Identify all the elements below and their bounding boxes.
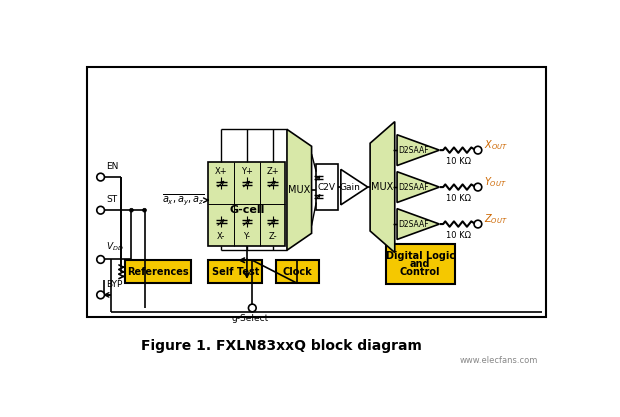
Polygon shape [370,122,395,253]
Text: MUX: MUX [371,182,394,192]
Text: EN: EN [106,162,118,171]
Polygon shape [397,208,440,239]
Text: $V_{DD}$: $V_{DD}$ [106,241,123,253]
Bar [386,244,455,284]
Polygon shape [341,169,368,205]
Circle shape [249,304,256,312]
Text: 10 KΩ: 10 KΩ [446,194,471,203]
Text: References: References [127,267,188,277]
Text: $Y_{OUT}$: $Y_{OUT}$ [484,176,507,189]
Text: Z-: Z- [268,232,277,241]
Text: Z+: Z+ [266,167,279,176]
Circle shape [143,208,146,212]
Text: Digital Logic: Digital Logic [386,251,454,261]
Text: $X_{OUT}$: $X_{OUT}$ [484,138,508,153]
Circle shape [97,206,104,214]
Text: Clock: Clock [283,267,312,277]
Text: www.elecfans.com: www.elecfans.com [459,356,538,365]
Text: and: and [410,259,430,269]
Text: C2V: C2V [318,183,336,191]
Text: D2SAAF: D2SAAF [398,220,428,229]
Polygon shape [287,129,312,250]
Text: Figure 1. FXLN83xxQ block diagram: Figure 1. FXLN83xxQ block diagram [141,339,422,354]
Text: X-: X- [217,232,226,241]
Text: MUX: MUX [288,185,311,195]
Text: ST: ST [106,195,117,204]
Circle shape [474,146,482,154]
Polygon shape [397,135,440,166]
Polygon shape [397,172,440,203]
Bar [316,164,338,210]
Circle shape [474,220,482,228]
Bar [87,67,546,317]
Text: Gain: Gain [340,183,361,191]
Text: $\overline{a_x,a_y,a_z}$: $\overline{a_x,a_y,a_z}$ [162,193,205,208]
Bar [125,260,191,283]
Text: Y-: Y- [244,232,250,241]
Text: X+: X+ [215,167,228,176]
Bar [276,260,319,283]
Text: D2SAAF: D2SAAF [398,183,428,191]
Text: 10 KΩ: 10 KΩ [446,231,471,240]
Text: G-cell: G-cell [229,205,265,215]
Text: $Z_{OUT}$: $Z_{OUT}$ [484,213,508,226]
Bar [208,162,285,246]
Text: D2SAAF: D2SAAF [398,146,428,155]
Circle shape [97,291,104,299]
Text: g-Select: g-Select [231,314,268,323]
Text: Y+: Y+ [241,167,253,176]
Circle shape [474,183,482,191]
Circle shape [130,208,133,212]
Text: Self Test: Self Test [211,267,259,277]
Text: Control: Control [400,267,440,277]
Circle shape [97,256,104,263]
Bar [208,260,262,283]
Text: BYP: BYP [106,280,122,289]
Circle shape [97,173,104,181]
Text: 10 KΩ: 10 KΩ [446,157,471,166]
